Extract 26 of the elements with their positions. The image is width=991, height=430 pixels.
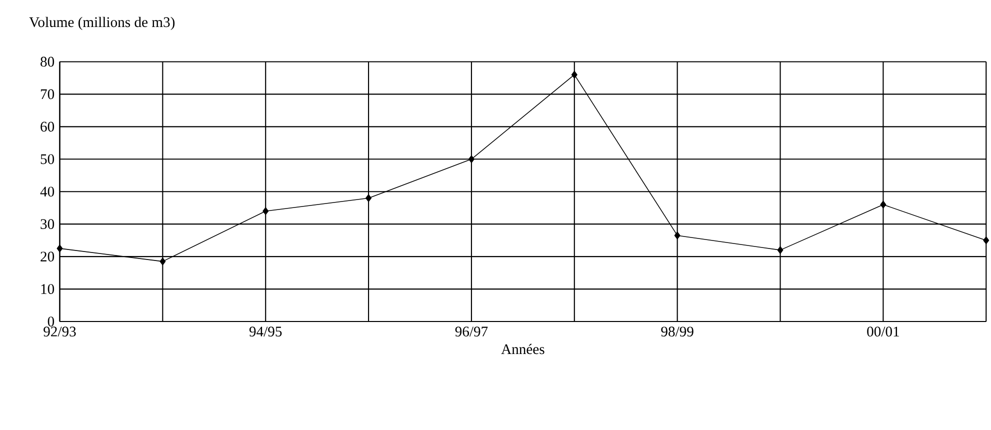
y-tick-label: 70	[40, 89, 54, 100]
x-tick-label: 94/95	[249, 326, 282, 336]
x-tick-label: 98/99	[661, 326, 694, 336]
y-tick-label: 10	[41, 284, 54, 294]
y-axis-title: Volume (millions de m3)	[29, 16, 175, 30]
point	[983, 236, 990, 244]
y-tick-label: 0	[48, 316, 54, 326]
y-tick-label: 50	[40, 154, 54, 164]
x-tick-label: 00/01	[867, 326, 899, 336]
point	[777, 246, 784, 254]
point	[56, 244, 63, 252]
point	[674, 232, 680, 240]
y-tick-label: 60	[40, 122, 54, 132]
y-tick-label: 80	[40, 56, 54, 67]
y-tick-label: 30	[40, 219, 54, 230]
y-tick-label: 20	[40, 252, 54, 262]
point	[880, 200, 886, 208]
x-tick-label: 92/93	[44, 326, 76, 336]
x-tick-label: 96/97	[455, 326, 488, 336]
x-axis-title: Années	[501, 344, 544, 354]
point	[468, 155, 474, 163]
point	[160, 258, 166, 266]
y-tick-label: 40	[40, 186, 54, 197]
point	[571, 70, 578, 79]
point	[366, 194, 372, 202]
point	[262, 207, 269, 215]
